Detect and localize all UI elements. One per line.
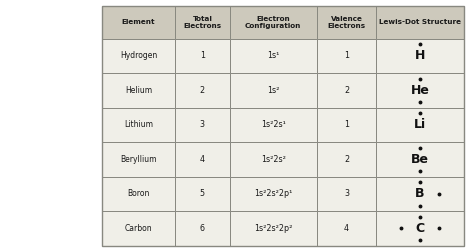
Text: 6: 6	[200, 224, 205, 233]
Bar	[229, 211, 317, 246]
Bar	[175, 142, 229, 177]
Bar	[317, 211, 376, 246]
Text: 1s¹: 1s¹	[267, 51, 280, 60]
Text: 2: 2	[344, 155, 349, 164]
Text: 5: 5	[200, 190, 205, 198]
Bar	[229, 6, 317, 39]
Bar	[175, 211, 229, 246]
Text: 1: 1	[200, 51, 205, 60]
Bar	[376, 6, 464, 39]
Text: 1: 1	[344, 120, 349, 130]
Text: He: He	[410, 84, 429, 97]
Bar	[317, 39, 376, 73]
Bar	[102, 73, 175, 108]
Bar	[229, 177, 317, 211]
Text: 1s²: 1s²	[267, 86, 280, 95]
Bar	[317, 73, 376, 108]
Text: 1: 1	[344, 51, 349, 60]
Text: Boron: Boron	[128, 190, 150, 198]
Text: Element: Element	[122, 19, 155, 25]
Text: Lewis-Dot Structure: Lewis-Dot Structure	[379, 19, 461, 25]
Bar	[175, 73, 229, 108]
Text: Helium: Helium	[125, 86, 152, 95]
Text: 1s²2s²: 1s²2s²	[261, 155, 286, 164]
Text: Hydrogen: Hydrogen	[120, 51, 157, 60]
Text: 2: 2	[200, 86, 205, 95]
Bar	[229, 73, 317, 108]
Text: 1s²2s¹: 1s²2s¹	[261, 120, 286, 130]
Text: Lithium: Lithium	[124, 120, 153, 130]
Bar	[102, 6, 464, 246]
Text: Carbon: Carbon	[125, 224, 152, 233]
Bar	[376, 73, 464, 108]
Bar	[102, 108, 175, 142]
Text: 4: 4	[344, 224, 349, 233]
Text: 1s²2s²2p²: 1s²2s²2p²	[254, 224, 292, 233]
Text: Be: Be	[411, 153, 429, 166]
Bar	[175, 108, 229, 142]
Bar	[229, 108, 317, 142]
Bar	[102, 177, 175, 211]
Bar	[175, 177, 229, 211]
Text: 2: 2	[344, 86, 349, 95]
Bar	[175, 6, 229, 39]
Bar	[102, 211, 175, 246]
Bar	[376, 108, 464, 142]
Text: 1s²2s²2p¹: 1s²2s²2p¹	[254, 190, 292, 198]
Bar	[376, 211, 464, 246]
Text: Electron
Configuration: Electron Configuration	[245, 16, 301, 29]
Bar	[376, 39, 464, 73]
Bar	[102, 6, 175, 39]
Bar	[102, 142, 175, 177]
Bar	[175, 39, 229, 73]
Bar	[376, 142, 464, 177]
Text: H: H	[415, 49, 425, 62]
Bar	[229, 142, 317, 177]
Text: Li: Li	[414, 118, 426, 131]
Text: 3: 3	[344, 190, 349, 198]
Bar	[102, 39, 175, 73]
Text: 4: 4	[200, 155, 205, 164]
Text: 3: 3	[200, 120, 205, 130]
Text: Total
Electrons: Total Electrons	[183, 16, 221, 29]
Bar	[229, 39, 317, 73]
Text: Beryllium: Beryllium	[120, 155, 157, 164]
Text: Valence
Electrons: Valence Electrons	[328, 16, 365, 29]
Bar	[317, 108, 376, 142]
Bar	[376, 177, 464, 211]
Bar	[317, 142, 376, 177]
Bar	[317, 6, 376, 39]
Text: B: B	[415, 187, 425, 200]
Text: C: C	[415, 222, 424, 235]
Bar	[317, 177, 376, 211]
